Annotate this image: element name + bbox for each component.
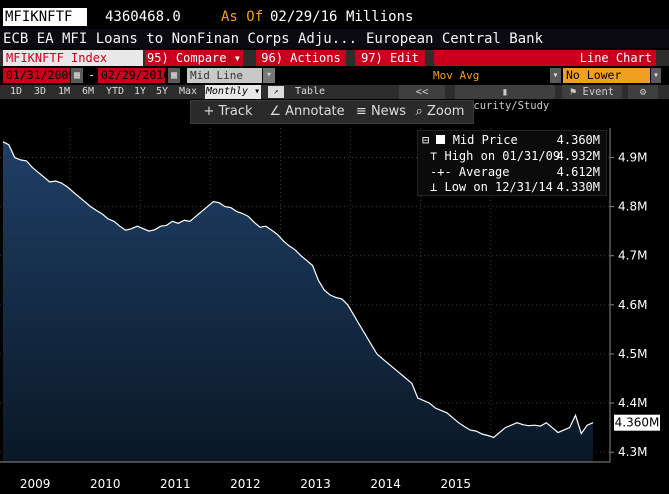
start-date-field[interactable]: 01/31/2009 (3, 68, 75, 83)
x-tick-label: 2014 (370, 477, 401, 491)
magnifier-icon: ⌕ (415, 104, 423, 119)
chevron-down-icon[interactable]: ▾ (550, 68, 561, 83)
period-5y[interactable]: 5Y (155, 86, 169, 97)
y-tick-label: 4.8M (618, 200, 647, 214)
chart-type-button[interactable]: Line Chart (434, 50, 656, 66)
period-ytd[interactable]: YTD (105, 86, 125, 97)
title-bar: MFIKNFTF 4360468.0 As Of 02/29/16 Millio… (0, 6, 669, 28)
x-tick-label: 2010 (90, 477, 121, 491)
command-bar: MFIKNFTF Index 95) Compare ▾ 96) Actions… (0, 50, 669, 81)
chevron-down-icon[interactable]: ▾ (651, 68, 661, 83)
period-1m[interactable]: 1M (57, 86, 71, 97)
legend-average: -+- Average 4.612M (430, 165, 600, 179)
last-value-box (614, 414, 660, 431)
unit-label: Millions (346, 9, 414, 25)
period-bar: 1D 3D 1M 6M YTD 1Y 5Y Max Monthly ▾ ↗ Ta… (0, 85, 669, 112)
crosshair-icon: + (203, 104, 215, 119)
last-value-marker: 4.360M (614, 414, 660, 431)
legend: ⊟ Mid Price 4.360M ⊤ High on 01/31/09 4.… (417, 130, 607, 196)
calendar-icon[interactable]: ▦ (168, 68, 180, 83)
pencil-icon: ∠ (269, 104, 282, 119)
period-1d[interactable]: 1D (9, 86, 23, 97)
chart-icon[interactable]: ↗ (268, 86, 284, 98)
scroll-left-button[interactable]: << (399, 85, 445, 99)
period-3d[interactable]: 3D (33, 86, 47, 97)
low-marker-icon: ⊥ (430, 180, 438, 194)
mov-avg-label[interactable]: Mov Avg (433, 69, 480, 82)
period-max[interactable]: Max (178, 86, 198, 97)
series-area (3, 141, 593, 463)
high-marker-icon: ⊤ (430, 149, 438, 163)
x-axis: 2009 2010 2011 2012 2013 2014 2015 (20, 477, 471, 491)
chart-mode-select[interactable]: Mid Line (187, 68, 262, 83)
series-line (2, 141, 594, 439)
chevron-down-icon[interactable]: ▾ (263, 68, 275, 83)
x-tick-label: 2009 (20, 477, 51, 491)
chart-toolbar: + Track ∠ Annotate ≡ News ⌕ Zoom (190, 100, 474, 124)
y-tick-label: 4.4M (618, 396, 647, 410)
asof-label: As Of (221, 9, 264, 25)
calendar-icon[interactable]: ▦ (71, 68, 83, 83)
x-tick-label: 2012 (230, 477, 261, 491)
period-6m[interactable]: 6M (81, 86, 95, 97)
ticker-field[interactable]: MFIKNFTF (3, 8, 87, 26)
y-tick-label: 4.5M (618, 347, 647, 361)
last-value-label: 4.360M (615, 416, 660, 430)
security-study-button[interactable]: ▮ Security/Study (455, 85, 555, 112)
edit-button[interactable]: 97) Edit ▾ (355, 50, 425, 81)
end-date-field[interactable]: 02/29/2016 (98, 68, 170, 83)
zoom-button[interactable]: ⌕ Zoom (415, 104, 465, 119)
source-label: European Central Bank (366, 31, 544, 47)
gear-icon[interactable]: ⚙ (628, 85, 658, 99)
period-1y[interactable]: 1Y (133, 86, 147, 97)
x-tick-label: 2013 (300, 477, 331, 491)
legend-low: ⊥ Low on 12/31/14 4.330M (430, 180, 600, 194)
y-tick-label: 4.9M (618, 150, 647, 164)
actions-button[interactable]: 96) Actions ▾ (256, 50, 346, 81)
last-value: 4360468.0 (105, 9, 181, 25)
security-description: ECB EA MFI Loans to NonFinan Corps Adju.… (3, 31, 358, 47)
track-button[interactable]: + Track (203, 104, 253, 119)
y-tick-label: 4.3M (618, 445, 647, 459)
y-tick-label: 4.7M (618, 249, 647, 263)
x-tick-label: 2015 (440, 477, 471, 491)
collapse-icon[interactable]: ⊟ (422, 133, 430, 147)
date-separator: - (88, 68, 96, 82)
security-field[interactable]: MFIKNFTF Index (3, 50, 143, 66)
annotate-button[interactable]: ∠ Annotate (269, 104, 345, 119)
frequency-select[interactable]: Monthly ▾ (205, 85, 261, 99)
y-tick-label: 4.6M (618, 298, 647, 312)
news-button[interactable]: ≡ News (355, 104, 407, 119)
news-icon: ≡ (355, 104, 367, 119)
event-button[interactable]: ⚑ Event (562, 85, 622, 99)
description-bar: ECB EA MFI Loans to NonFinan Corps Adju.… (0, 29, 669, 48)
y-axis: 4.3M 4.4M 4.5M 4.6M 4.7M 4.8M 4.9M (0, 128, 647, 463)
average-marker-icon: -+- (430, 165, 452, 179)
flag-icon: ⚑ (569, 86, 577, 98)
chart-bars-icon: ▮ (501, 86, 509, 98)
asof-date: 02/29/16 (270, 9, 338, 25)
chevron-down-icon: ▾ (254, 86, 261, 97)
date-range-bar: 01/31/2009 ▦ - 02/29/2016 ▦ Mid Line ▾ M… (0, 68, 669, 97)
table-button[interactable]: Table (294, 86, 326, 97)
mid-swatch-icon (436, 135, 446, 144)
legend-high: ⊤ High on 01/31/09 4.932M (430, 149, 600, 163)
dropdown-arrow-icon: ▾ (233, 51, 241, 65)
x-tick-label: 2011 (160, 477, 191, 491)
compare-button[interactable]: 95) Compare ▾ (145, 50, 243, 66)
legend-mid[interactable]: ⊟ Mid Price 4.360M (422, 133, 600, 147)
